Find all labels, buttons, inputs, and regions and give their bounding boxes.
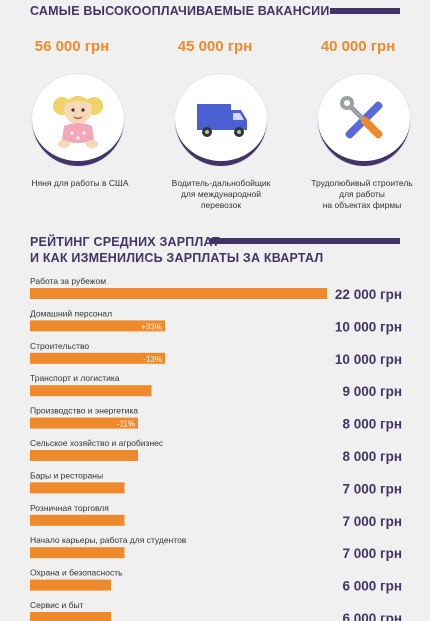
value-label: 7 000 грн [342,546,402,561]
category-label: Начало карьеры, работа для студентов [30,535,187,545]
job-2-label: Водитель-дальнобойщик для международной … [171,178,271,210]
bar [30,288,327,299]
bar [30,612,111,621]
value-label: 6 000 грн [342,579,402,594]
category-label: Сервис и быт [30,600,84,610]
bar [30,417,138,429]
bar [30,579,111,591]
category-label: Работа за рубежом [30,276,106,286]
job-3-circle [318,74,410,166]
category-label: Сельское хозяйство и агробизнес [30,438,164,448]
bar [30,482,125,494]
tools-icon [340,96,383,139]
job-3-salary: 40 000 грн [320,38,396,55]
job-2-salary: 45 000 грн [177,38,253,55]
bar [30,320,165,332]
title-rule [330,8,400,14]
job-1-circle [32,74,124,166]
job-1-salary: 56 000 грн [34,38,110,55]
rating-title-line-1: РЕЙТИНГ СРЕДНИХ ЗАРПЛАТ [30,235,220,249]
value-label: 7 000 грн [342,481,402,496]
bar [30,514,125,526]
doll-icon [53,96,103,148]
bar [30,450,138,461]
category-label: Строительство [30,341,89,351]
value-label: 6 000 грн [342,611,402,621]
rating-title-line-2: И КАК ИЗМЕНИЛИСЬ ЗАРПЛАТЫ ЗА КВАРТАЛ [30,251,324,265]
job-2-circle [175,74,267,166]
bar [30,385,152,397]
truck-icon [197,104,247,137]
category-label: Домашний персонал [30,308,112,318]
category-label: Транспорт и логистика [30,373,120,383]
value-label: 8 000 грн [342,417,402,432]
category-label: Охрана и безопасность [30,568,123,578]
change-label: -13% [143,355,162,364]
bar [30,547,125,559]
value-label: 9 000 грн [342,384,402,399]
category-label: Производство и энергетика [30,406,138,416]
value-label: 10 000 грн [335,352,402,367]
category-label: Розничная торговля [30,503,109,513]
job-3-label: Трудолюбивый строитель для работы на объ… [311,178,413,210]
rating-title-rule [210,238,400,244]
change-label: -11% [117,420,135,429]
bar [30,352,165,364]
value-label: 8 000 грн [342,449,402,464]
value-label: 10 000 грн [335,319,402,334]
value-label: 22 000 грн [335,287,402,302]
top-jobs-title: САМЫЕ ВЫСОКООПЛАЧИВАЕМЫЕ ВАКАНСИИ [30,4,330,18]
value-label: 7 000 грн [342,514,402,529]
category-label: Бары и рестораны [30,470,103,480]
change-label: +33% [141,322,162,331]
job-1-label: Няня для работы в США [31,178,129,188]
